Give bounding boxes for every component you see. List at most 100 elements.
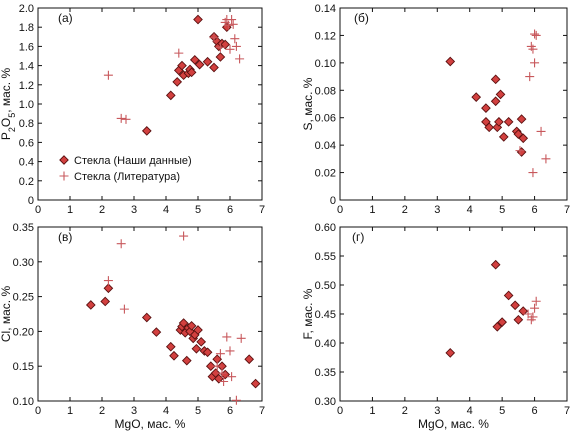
data-point-cross bbox=[119, 304, 129, 314]
series-ours bbox=[141, 14, 232, 136]
y-tick-label: 0.25 bbox=[13, 292, 34, 304]
data-point-diamond bbox=[100, 296, 111, 307]
data-point-cross bbox=[116, 239, 126, 249]
data-point-diamond bbox=[191, 343, 202, 354]
y-tick-label: 0.04 bbox=[315, 140, 336, 152]
y-tick-label: 0.15 bbox=[13, 361, 34, 373]
data-point-diamond bbox=[490, 74, 501, 85]
y-tick-label: 1.6 bbox=[19, 41, 34, 53]
data-point-cross bbox=[225, 44, 235, 54]
data-point-diamond bbox=[177, 60, 187, 71]
x-tick-label: 4 bbox=[467, 405, 473, 417]
y-tick-label: 0.06 bbox=[315, 113, 336, 125]
x-tick-label: 6 bbox=[532, 204, 538, 216]
legend-cross-icon bbox=[59, 171, 69, 181]
panel-label: (б) bbox=[354, 11, 369, 25]
y-tick-label: 0.30 bbox=[13, 257, 34, 269]
data-point-diamond bbox=[513, 314, 524, 325]
data-point-diamond bbox=[194, 59, 205, 70]
plot-frame bbox=[37, 226, 263, 402]
data-point-cross bbox=[230, 34, 240, 44]
y-tick-label: 0.6 bbox=[19, 137, 34, 149]
x-tick-label: 3 bbox=[131, 405, 137, 417]
data-point-diamond bbox=[151, 327, 162, 337]
data-point-cross bbox=[103, 70, 113, 80]
x-tick-label: 4 bbox=[163, 204, 169, 216]
y-tick-label: 0.14 bbox=[315, 3, 336, 15]
plot-frame bbox=[339, 7, 568, 201]
y-tick-label: 0.50 bbox=[315, 280, 336, 292]
data-point-cross bbox=[215, 349, 225, 359]
x-tick-label: 6 bbox=[532, 405, 538, 417]
y-tick-label: 0 bbox=[28, 195, 34, 207]
y-tick-label: 0.40 bbox=[315, 338, 336, 350]
series-literature bbox=[103, 15, 245, 124]
data-point-diamond bbox=[186, 67, 197, 78]
x-tick-label: 0 bbox=[337, 204, 343, 216]
x-axis-label: MgO, мас. % bbox=[115, 417, 186, 431]
data-point-diamond bbox=[492, 321, 503, 332]
data-point-diamond bbox=[497, 317, 507, 327]
x-tick-label: 6 bbox=[227, 405, 233, 417]
y-tick-label: 0.2 bbox=[19, 176, 34, 188]
data-point-cross bbox=[530, 29, 540, 39]
data-point-diamond bbox=[178, 318, 189, 328]
x-tick-label: 4 bbox=[163, 405, 169, 417]
x-tick-label: 2 bbox=[402, 204, 408, 216]
data-point-cross bbox=[236, 333, 246, 343]
y-axis-label: S, мас. % bbox=[301, 77, 315, 130]
y-tick-label: 0.20 bbox=[13, 326, 34, 338]
series-literature bbox=[103, 231, 246, 405]
y-tick-label: 0.8 bbox=[19, 118, 34, 130]
x-tick-label: 6 bbox=[227, 204, 233, 216]
data-point-cross bbox=[223, 20, 233, 30]
data-point-cross bbox=[515, 146, 525, 156]
series-ours bbox=[85, 283, 261, 389]
data-point-diamond bbox=[481, 103, 491, 113]
data-point-diamond bbox=[186, 320, 197, 331]
x-tick-label: 7 bbox=[259, 405, 265, 417]
y-axis-label: F, мас. % bbox=[301, 288, 315, 339]
x-tick-label: 7 bbox=[259, 204, 265, 216]
data-point-cross bbox=[231, 395, 241, 405]
panel-3: 0 1 2 3 4 5 6 7 0.10 0.15 0.20 0.25 0.30 0.35 Cl, мас.… bbox=[0, 222, 265, 431]
panel-label: (г) bbox=[352, 230, 364, 244]
data-point-cross bbox=[528, 44, 538, 54]
y-tick-label: 1.0 bbox=[19, 99, 34, 111]
data-point-cross bbox=[222, 332, 232, 342]
x-tick-label: 0 bbox=[35, 204, 41, 216]
data-point-cross bbox=[215, 42, 225, 52]
y-tick-label: 0.08 bbox=[315, 85, 336, 97]
data-point-cross bbox=[235, 54, 245, 64]
data-point-cross bbox=[209, 33, 219, 43]
data-point-diamond bbox=[490, 96, 501, 107]
legend: Стекла (Наши данные) Стекла (Литература) bbox=[59, 155, 192, 183]
data-point-cross bbox=[528, 312, 538, 322]
data-point-diamond bbox=[196, 337, 207, 347]
data-point-cross bbox=[103, 276, 113, 286]
x-tick-label: 5 bbox=[195, 405, 201, 417]
x-tick-label: 3 bbox=[131, 204, 137, 216]
data-point-diamond bbox=[445, 56, 456, 67]
data-point-diamond bbox=[516, 147, 527, 157]
series-literature bbox=[523, 296, 541, 325]
x-tick-label: 3 bbox=[434, 204, 440, 216]
data-point-cross bbox=[227, 372, 237, 382]
data-point-diamond bbox=[490, 259, 501, 270]
data-point-diamond bbox=[494, 116, 504, 127]
data-point-diamond bbox=[220, 39, 231, 50]
y-axis-label: P2O5, мас. % bbox=[0, 68, 17, 141]
y-tick-label: 0.02 bbox=[315, 168, 336, 180]
data-point-cross bbox=[219, 377, 229, 387]
data-point-diamond bbox=[513, 129, 524, 140]
data-point-diamond bbox=[193, 14, 203, 25]
y-tick-label: 0.30 bbox=[315, 396, 336, 408]
y-tick-label: 0.35 bbox=[315, 367, 336, 379]
x-tick-label: 5 bbox=[499, 405, 505, 417]
data-point-cross bbox=[541, 154, 551, 164]
data-point-diamond bbox=[169, 350, 179, 361]
data-point-diamond bbox=[181, 355, 192, 366]
x-tick-label: 2 bbox=[99, 204, 105, 216]
data-point-diamond bbox=[445, 348, 456, 358]
